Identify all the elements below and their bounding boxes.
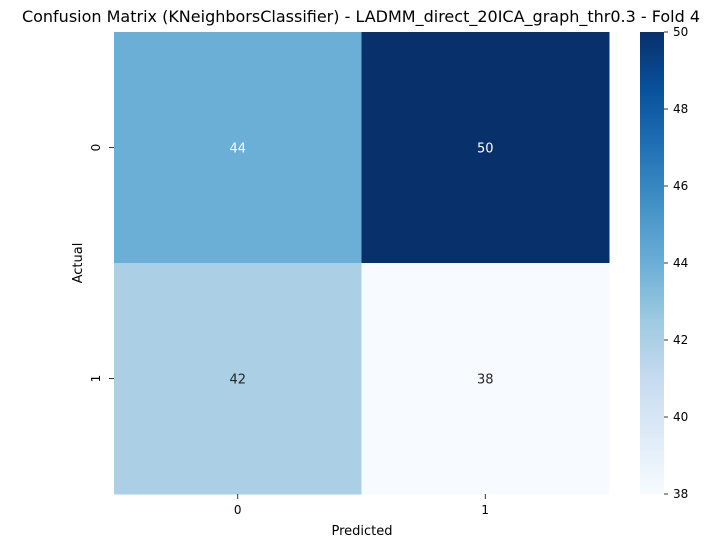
colorbar-gradient [640,32,664,494]
colorbar-tick-label: 50 [673,25,688,39]
colorbar-tick-label: 46 [673,179,688,193]
colorbar-ticks: 38 40 42 44 46 48 50 [664,25,688,501]
cell-value-label-r1-c0: 42 [229,373,246,388]
y-axis-label: Actual [71,243,86,284]
x-axis-label: Predicted [331,524,392,539]
cell-value-label-r1-c1: 38 [477,373,494,388]
heatmap-cells [114,32,610,495]
heatmap-cell-r0-c1 [361,32,610,264]
heatmap-cell-r1-c1 [361,263,610,495]
y-axis-ticks: 01 [89,144,114,383]
colorbar-tick-label: 40 [673,410,688,424]
heatmap-cell-r1-c0 [114,263,362,495]
cell-value-label-r0-c1: 50 [477,142,494,157]
y-tick-label: 1 [89,375,103,383]
heatmap-annotations: 44 50 42 38 [229,142,493,388]
colorbar: 38 40 42 44 46 48 50 [640,25,688,501]
y-tick-label: 0 [89,144,103,152]
heatmap-cell-r0-c0 [114,32,362,264]
colorbar-tick-label: 48 [673,102,688,116]
colorbar-tick-label: 38 [673,487,688,501]
colorbar-tick-label: 42 [673,333,688,347]
x-tick-label: 0 [234,503,242,517]
x-tick-label: 1 [481,503,489,517]
colorbar-tick-label: 44 [673,256,688,270]
cell-value-label-r0-c0: 44 [229,142,246,157]
chart-title: Confusion Matrix (KNeighborsClassifier) … [22,7,700,27]
